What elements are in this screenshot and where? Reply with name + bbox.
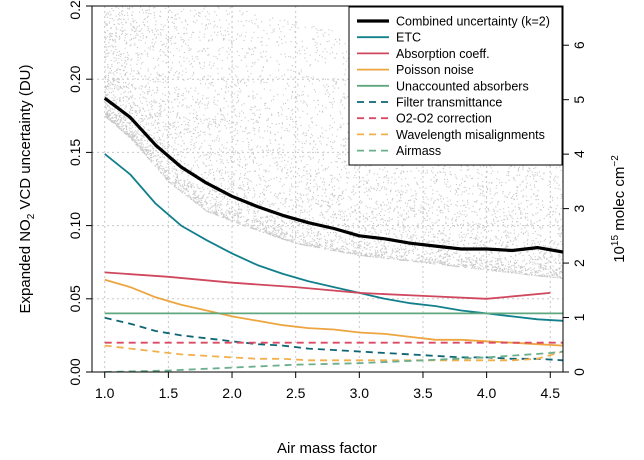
y-axis-left: 0.00 0.05 0.10 0.15 0.20 0.25 [67,0,92,386]
y-tick-label-2: 0.10 [67,212,83,239]
y2-tick-label-5: 5 [571,96,587,104]
y2-axis-title: 1015 molec cm−2 [610,155,628,263]
legend-label-5: Filter transmittance [396,96,502,110]
legend-label-8: Airmass [396,144,441,158]
y-tick-label-5: 0.25 [67,0,83,20]
legend-label-1: ETC [396,31,421,45]
y2-axis-title-part-1: 10 [611,246,628,263]
legend-label-6: O2-O2 correction [396,112,492,126]
legend-label-0: Combined uncertainty (k=2) [396,15,550,29]
y2-tick-label-6: 6 [571,41,587,49]
x-tick-label-7: 4.5 [541,385,561,401]
x-tick-label-3: 2.5 [286,385,306,401]
legend: Combined uncertainty (k=2) ETC Absorption … [348,6,563,166]
y2-axis-title-superscript-2: −2 [610,155,621,167]
y-tick-label-1: 0.05 [67,285,83,312]
y-tick-label-4: 0.20 [67,65,83,92]
x-tick-label-1: 1.5 [159,385,179,401]
scatter-points [104,6,563,279]
x-tick-label-6: 4.0 [477,385,497,401]
y2-tick-label-0: 0 [571,368,587,376]
series-line-7 [104,344,563,362]
series-line-3 [104,278,563,347]
series-line-8 [104,350,563,372]
y2-axis-title-part-3: molec cm [611,167,628,235]
legend-label-2: Absorption coeff. [396,47,490,61]
y-axis-right: 0 1 2 3 4 5 6 [563,41,587,376]
x-tick-label-0: 1.0 [95,385,115,401]
series-line-0 [103,96,563,254]
plot-frame [91,5,564,373]
y2-tick-label-3: 3 [571,205,587,213]
y-tick-label-3: 0.15 [67,139,83,166]
y-tick-label-0: 0.00 [67,358,83,385]
x-tick-label-5: 3.5 [413,385,433,401]
scatter-cloud [104,6,563,279]
series-line-2 [104,271,551,300]
x-axis-title: Air mass factor [277,440,377,457]
y-axis-title-part-1: Expanded NO [17,219,34,313]
legend-label-7: Wavelength misalignments [396,128,545,142]
y-axis-title: Expanded NO2 VCD uncertainty (DU) [17,64,37,313]
series-line-5 [104,316,563,362]
y2-axis-title-superscript: 15 [610,235,621,247]
series-lines [103,96,563,372]
y-axis-title-part-3: VCD uncertainty (DU) [17,64,34,213]
y-axis-title-subscript: 2 [26,213,37,219]
y2-tick-label-4: 4 [571,150,587,158]
x-tick-label-2: 2.0 [222,385,242,401]
legend-label-4: Unaccounted absorbers [396,79,529,93]
y2-tick-label-1: 1 [571,313,587,321]
series-line-1 [104,153,563,322]
x-tick-label-4: 3.0 [350,385,370,401]
x-axis: 1.0 1.5 2.0 2.5 3.0 3.5 4.0 4.5 [95,372,560,401]
y2-tick-label-2: 2 [571,259,587,267]
legend-label-3: Poisson noise [396,63,474,77]
